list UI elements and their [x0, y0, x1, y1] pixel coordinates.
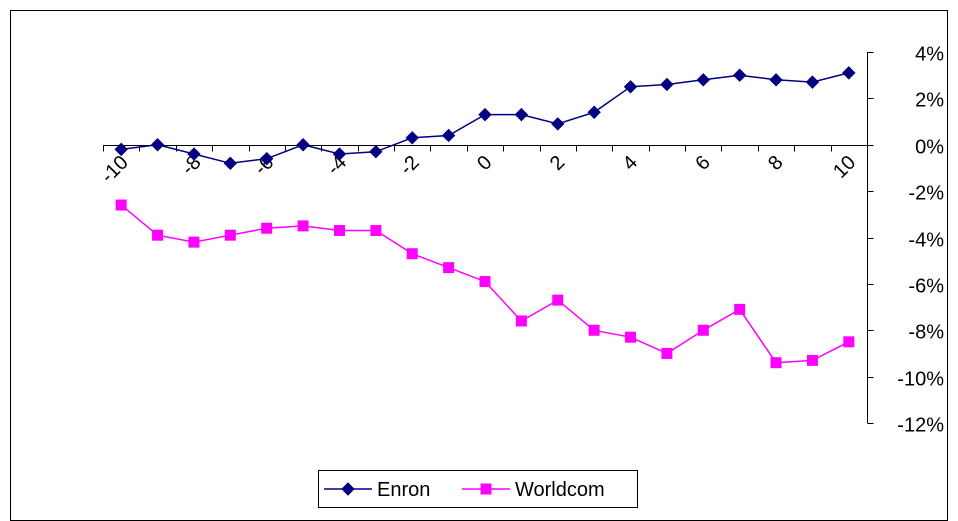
data-point-worldcom [697, 324, 709, 336]
data-point-worldcom [552, 294, 564, 306]
series-worldcom [115, 199, 855, 369]
data-point-worldcom [734, 303, 746, 315]
legend: Enron Worldcom [318, 470, 638, 508]
data-point-enron [732, 68, 747, 82]
data-point-worldcom [443, 262, 455, 274]
legend-marker-worldcom [480, 483, 492, 495]
data-point-enron [150, 138, 165, 152]
y-tick-label: -6% [908, 276, 944, 298]
data-point-enron [769, 73, 783, 87]
data-point-enron [369, 144, 383, 159]
series-enron [114, 66, 856, 171]
chart-border [10, 10, 948, 521]
data-point-worldcom [479, 276, 491, 288]
data-point-enron [514, 107, 529, 122]
data-point-enron [405, 131, 419, 145]
y-axis: 4% 2% 0% -2% -4% -6% -8% -10% -12% [867, 44, 944, 437]
data-point-enron [332, 147, 347, 161]
y-tick-label: 4% [915, 44, 944, 66]
data-point-enron [805, 75, 820, 89]
legend-label-enron: Enron [377, 479, 430, 501]
data-point-enron [696, 73, 710, 87]
data-point-worldcom [806, 354, 818, 366]
data-point-worldcom [188, 236, 200, 248]
data-point-enron [296, 138, 310, 152]
y-tick-label: -8% [908, 322, 944, 344]
data-point-enron [551, 117, 565, 131]
data-point-worldcom [588, 324, 600, 336]
y-tick-label: -4% [908, 230, 944, 252]
plot-area [114, 66, 856, 369]
data-point-worldcom [152, 229, 164, 241]
y-tick-label: 0% [915, 137, 944, 159]
data-point-worldcom [261, 222, 273, 234]
legend-item-worldcom: Worldcom [462, 479, 605, 501]
data-point-worldcom [115, 199, 127, 211]
data-point-enron [260, 151, 274, 166]
data-point-worldcom [333, 225, 345, 237]
legend-item-enron: Enron [324, 479, 430, 501]
data-point-worldcom [661, 347, 673, 359]
data-point-worldcom [224, 229, 236, 241]
data-point-enron [441, 128, 456, 143]
data-point-worldcom [770, 357, 782, 369]
data-point-enron [623, 80, 638, 94]
data-point-worldcom [370, 225, 382, 237]
data-point-worldcom [406, 248, 418, 260]
y-tick-label: -2% [908, 183, 944, 205]
data-point-enron [223, 156, 238, 171]
data-point-enron [478, 107, 492, 122]
data-point-enron [114, 142, 128, 157]
data-point-enron [842, 66, 856, 80]
y-tick-label: 2% [915, 90, 944, 112]
legend-marker-enron [341, 482, 355, 496]
data-point-worldcom [625, 331, 637, 343]
y-tick-label: -12% [897, 415, 944, 437]
y-tick-label: -10% [897, 369, 944, 391]
data-point-enron [660, 77, 674, 92]
data-point-worldcom [843, 336, 855, 348]
data-point-worldcom [297, 220, 309, 232]
legend-label-worldcom: Worldcom [515, 479, 605, 501]
data-point-enron [587, 105, 601, 119]
data-point-enron [187, 147, 201, 161]
data-point-worldcom [515, 315, 527, 327]
